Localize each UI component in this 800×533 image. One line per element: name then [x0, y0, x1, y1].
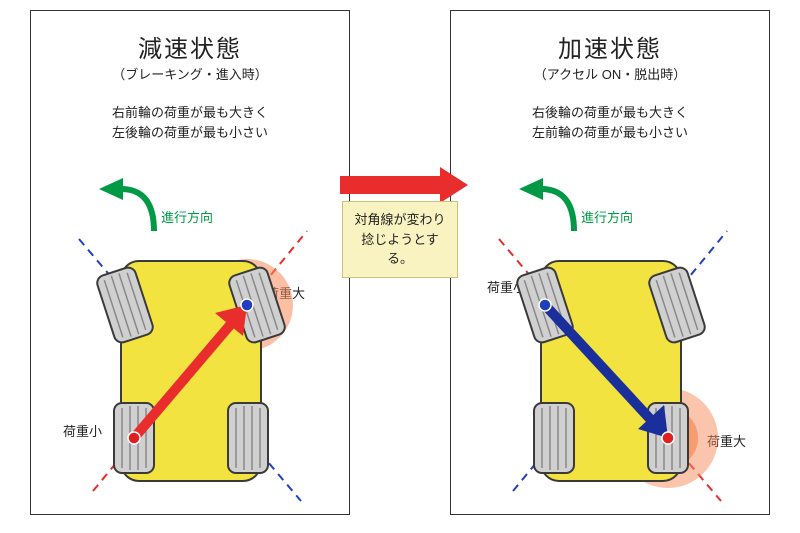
dot-rear-left — [128, 432, 140, 444]
center-line1: 対角線が変わり — [353, 210, 447, 230]
tire-rear-left — [534, 403, 574, 473]
panel-deceleration: 減速状態 （ブレーキング・進入時） 右前輪の荷重が最も大きく 左後輪の荷重が最も… — [30, 10, 350, 515]
dot-rear-right — [662, 432, 674, 444]
center-caption-box: 対角線が変わり 捻じようとする。 — [342, 201, 458, 278]
car-diagram-left — [31, 11, 351, 516]
car-diagram-right — [451, 11, 771, 516]
tire-rear-right — [228, 403, 268, 473]
center-line2: 捻じようとする。 — [353, 230, 447, 269]
direction-arrow-icon — [519, 178, 574, 231]
dot-front-right — [241, 299, 253, 311]
panel-acceleration: 加速状態 （アクセル ON・脱出時） 右後輪の荷重が最も大きく 左前輪の荷重が最… — [450, 10, 770, 515]
direction-arrow-icon — [99, 178, 154, 231]
dot-front-left — [539, 299, 551, 311]
